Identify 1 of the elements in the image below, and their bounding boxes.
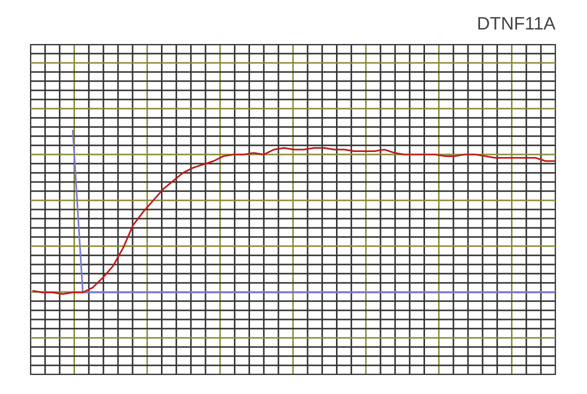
chart-title: DTNF11A (476, 14, 556, 34)
